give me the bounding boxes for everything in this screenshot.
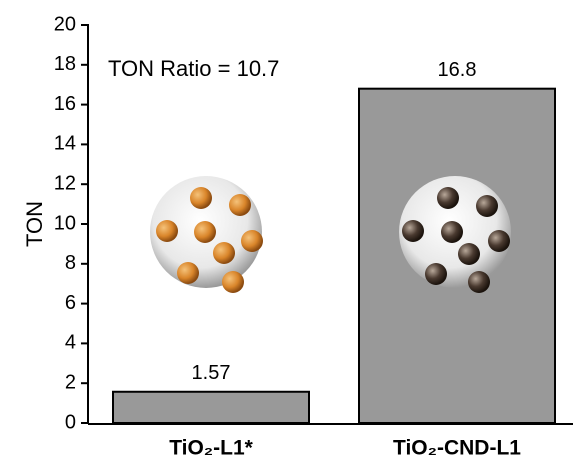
x-tick-label: TiO₂-L1* bbox=[169, 437, 253, 460]
bar bbox=[112, 390, 310, 424]
y-tick-label: 18 bbox=[54, 53, 76, 75]
y-tick-label: 12 bbox=[54, 172, 76, 194]
annotation: TON Ratio = 10.7 bbox=[108, 56, 279, 81]
y-tick-label: 8 bbox=[65, 252, 76, 274]
y-tick-label: 0 bbox=[65, 411, 76, 433]
y-tick-label: 6 bbox=[65, 292, 76, 314]
y-tick-label: 10 bbox=[54, 212, 76, 234]
value-label: 16.8 bbox=[438, 59, 477, 81]
y-tick-label: 14 bbox=[54, 133, 76, 155]
y-tick-label: 16 bbox=[54, 93, 76, 115]
y-axis-label: TON bbox=[22, 201, 47, 247]
particle-illustration bbox=[150, 176, 511, 293]
y-tick-label: 20 bbox=[54, 13, 76, 35]
x-tick-label: TiO₂-CND-L1 bbox=[393, 437, 521, 460]
y-tick-label: 2 bbox=[65, 371, 76, 393]
y-tick-label: 4 bbox=[65, 332, 76, 354]
value-label: 1.57 bbox=[192, 362, 231, 384]
